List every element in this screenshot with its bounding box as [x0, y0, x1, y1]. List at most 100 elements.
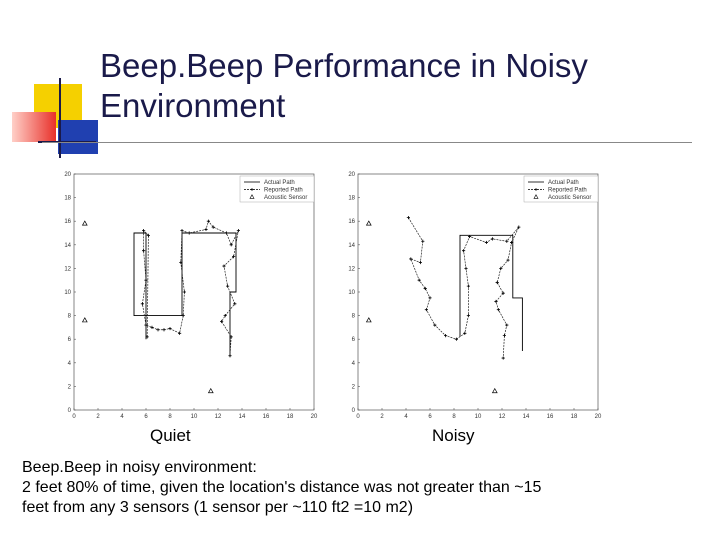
- y-tick-label: 18: [348, 196, 355, 202]
- reported-path-point: [499, 266, 503, 270]
- actual-path-line: [459, 234, 523, 351]
- title-line-2: Environment: [100, 87, 286, 124]
- x-tick-label: 18: [287, 414, 294, 420]
- y-tick-label: 14: [64, 243, 71, 249]
- reported-path-point: [484, 240, 488, 245]
- quiet-caption: Quiet: [150, 426, 191, 445]
- x-tick-label: 8: [452, 414, 456, 420]
- reported-path-point: [510, 240, 514, 245]
- reported-path-point: [224, 231, 228, 235]
- reported-path-point: [406, 216, 410, 220]
- y-tick-label: 0: [68, 408, 72, 414]
- y-tick-label: 6: [68, 337, 72, 343]
- reported-path-point: [211, 225, 215, 229]
- reported-path-point: [233, 302, 237, 306]
- x-tick-label: 2: [96, 414, 100, 420]
- reported-path-point: [179, 260, 183, 265]
- reported-path-point: [156, 328, 160, 332]
- reported-path-point: [409, 257, 413, 261]
- reported-path-point: [517, 225, 521, 229]
- legend-sensor-marker: [249, 194, 255, 199]
- reported-path-point: [466, 314, 470, 318]
- reported-path-point: [142, 229, 146, 233]
- acoustic-sensor-point: [365, 317, 372, 323]
- y-tick-label: 2: [352, 384, 356, 390]
- x-tick-label: 2: [380, 414, 384, 420]
- acoustic-sensor-point: [207, 387, 214, 394]
- reported-path-point: [222, 264, 226, 268]
- y-tick-label: 20: [348, 172, 355, 178]
- legend-label: Actual Path: [548, 180, 579, 186]
- reported-path-point: [421, 239, 425, 243]
- plot-frame: [357, 173, 599, 411]
- reported-path-point: [187, 231, 191, 235]
- reported-path-point: [424, 308, 428, 312]
- reported-path-point: [466, 284, 470, 288]
- x-tick-label: 20: [311, 414, 318, 420]
- reported-path-point: [501, 291, 505, 295]
- body-line-2: 2 feet 80% of time, given the location's…: [22, 479, 542, 496]
- logo-blue-block: [58, 120, 98, 154]
- legend-label: Acoustic Sensor: [548, 195, 591, 201]
- y-tick-label: 10: [64, 290, 71, 296]
- noisy-plot: 0 2 4 6 8 10 12 14 16 18 20 0 2 4 6 8 10 12 14 16 18 20 Actual…: [336, 168, 611, 428]
- reported-path-point: [229, 243, 233, 247]
- reported-path-point: [454, 337, 458, 341]
- y-tick-label: 20: [64, 172, 71, 178]
- reported-path-point: [428, 296, 432, 300]
- reported-path-point: [178, 331, 182, 335]
- y-tick-label: 0: [352, 408, 356, 414]
- y-tick-label: 16: [348, 219, 355, 225]
- y-tick-label: 14: [348, 243, 355, 249]
- reported-path-point: [468, 234, 472, 239]
- x-tick-label: 10: [475, 414, 482, 420]
- reported-path-point: [501, 356, 505, 360]
- legend-label: Reported Path: [548, 188, 587, 194]
- logo-vertical-rule: [59, 78, 61, 158]
- y-tick-label: 8: [68, 314, 72, 320]
- reported-path-point: [236, 229, 240, 233]
- reported-path-point: [444, 334, 448, 338]
- reported-path-point: [506, 258, 510, 262]
- reported-path-point: [418, 260, 422, 265]
- reported-path-point: [462, 249, 466, 253]
- reported-path-point: [417, 278, 421, 282]
- acoustic-sensor-point: [81, 317, 88, 323]
- x-tick-label: 0: [72, 414, 76, 420]
- x-tick-label: 4: [404, 414, 408, 420]
- legend-reported-marker: [250, 188, 254, 191]
- y-tick-label: 18: [64, 196, 71, 202]
- x-tick-label: 14: [523, 414, 530, 420]
- reported-path-point: [144, 323, 148, 327]
- plot-frame: [73, 173, 315, 411]
- body-line-1: Beep.Beep in noisy environment:: [22, 459, 257, 476]
- noisy-caption: Noisy: [432, 426, 475, 445]
- reported-path-point: [226, 284, 230, 288]
- title-line-1: Beep.Beep Performance in Noisy: [100, 47, 588, 84]
- reported-path-point: [168, 326, 172, 331]
- x-tick-label: 6: [428, 414, 432, 420]
- y-tick-label: 2: [68, 384, 72, 390]
- x-tick-label: 16: [263, 414, 270, 420]
- y-tick-label: 4: [68, 361, 72, 367]
- reported-path-point: [204, 227, 208, 232]
- reported-path-point: [140, 302, 144, 306]
- reported-path-point: [463, 331, 467, 335]
- title-divider: [42, 142, 692, 143]
- reported-path-point: [223, 314, 227, 318]
- legend-sensor-marker: [533, 194, 539, 199]
- reported-path-point: [150, 325, 154, 329]
- acoustic-sensor-point: [491, 387, 498, 394]
- body-text: Beep.Beep in noisy environment: 2 feet 8…: [22, 458, 702, 518]
- reported-path-point: [181, 314, 185, 318]
- legend-label: Acoustic Sensor: [264, 195, 307, 201]
- reported-path-point: [464, 266, 468, 270]
- x-tick-label: 8: [168, 414, 172, 420]
- reported-path-point: [502, 334, 506, 338]
- reported-path-point: [142, 249, 146, 253]
- reported-path-point: [496, 308, 500, 312]
- y-tick-label: 4: [352, 361, 356, 367]
- reported-path-point: [146, 233, 150, 237]
- body-line-3: feet from any 3 sensors (1 sensor per ~1…: [22, 499, 414, 516]
- reported-path-point: [228, 354, 232, 358]
